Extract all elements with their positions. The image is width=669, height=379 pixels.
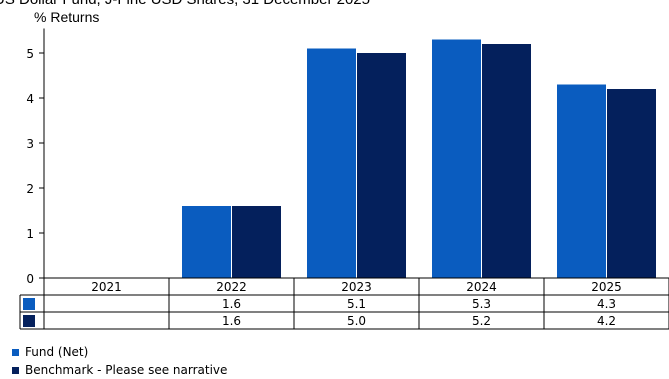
bar-fund-2024 [432, 39, 481, 278]
data-label-benchmark: 5.2 [472, 314, 491, 328]
data-label-fund: 1.6 [222, 297, 241, 311]
x-tick-label: 2024 [466, 280, 497, 294]
legend-item-fund: Fund (Net) [12, 343, 227, 361]
data-label-fund: 5.1 [347, 297, 366, 311]
y-tick-label: 5 [26, 47, 34, 61]
x-tick-label: 2022 [216, 280, 247, 294]
data-label-benchmark: 1.6 [222, 314, 241, 328]
chart-title: US Dollar Fund, J-Fine USD Shares, 31 De… [0, 0, 370, 8]
legend-item-benchmark: Benchmark - Please see narrative [12, 361, 227, 379]
legend-swatch-benchmark [12, 366, 19, 374]
legend-label-fund: Fund (Net) [25, 345, 89, 359]
bar-benchmark-2025 [607, 89, 656, 278]
y-tick-label: 2 [26, 182, 34, 196]
y-axis-label: % Returns [34, 9, 100, 25]
table-swatch-fund [23, 298, 35, 310]
data-label-fund: 5.3 [472, 297, 491, 311]
bar-benchmark-2023 [357, 53, 406, 278]
bar-benchmark-2022 [232, 206, 281, 278]
x-tick-label: 2021 [91, 280, 122, 294]
bar-fund-2023 [307, 48, 356, 278]
bar-fund-2022 [182, 206, 231, 278]
data-label-benchmark: 4.2 [597, 314, 616, 328]
y-tick-label: 3 [26, 137, 34, 151]
y-tick-label: 4 [26, 92, 34, 106]
bar-fund-2025 [557, 84, 606, 278]
data-label-benchmark: 5.0 [347, 314, 366, 328]
legend-label-benchmark: Benchmark - Please see narrative [25, 363, 228, 377]
data-label-fund: 4.3 [597, 297, 616, 311]
table-swatch-benchmark [23, 315, 35, 327]
y-tick-label: 1 [26, 227, 34, 241]
x-tick-label: 2023 [341, 280, 372, 294]
legend-swatch-fund [12, 348, 19, 356]
y-tick-label: 0 [26, 272, 34, 286]
x-tick-label: 2025 [591, 280, 622, 294]
bar-benchmark-2024 [482, 44, 531, 278]
